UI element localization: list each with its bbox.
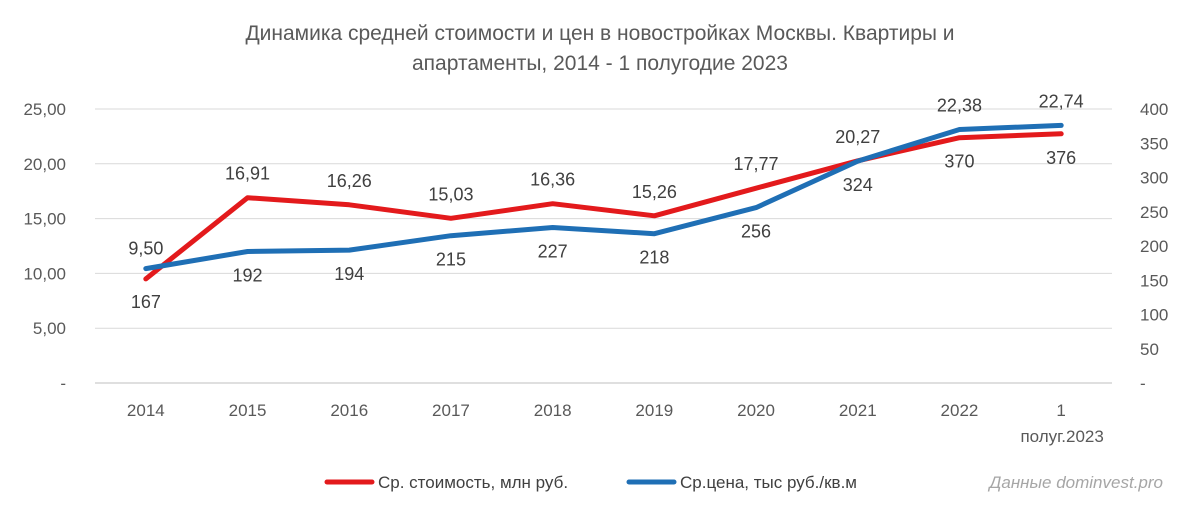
- chart-title: Динамика средней стоимости и цен в новос…: [245, 22, 954, 75]
- avg-cost-data-label: 16,26: [327, 171, 372, 191]
- avg-cost-data-label: 22,74: [1039, 91, 1084, 111]
- avg-cost-data-label: 17,77: [734, 154, 779, 174]
- x-tick-label: 2018: [534, 401, 572, 420]
- right-y-tick-label: 50: [1140, 340, 1159, 359]
- avg-cost-data-label: 16,91: [225, 164, 270, 184]
- right-y-tick-label: 350: [1140, 134, 1168, 153]
- avg-price-line: [143, 122, 1064, 272]
- right-y-tick-label: 300: [1140, 169, 1168, 188]
- avg-price-data-label: 215: [436, 250, 466, 270]
- left-y-tick-label: 15,00: [23, 210, 66, 229]
- avg-price-data-label: 194: [334, 264, 364, 284]
- avg-cost-data-label: 9,50: [128, 239, 163, 259]
- avg-cost-data-label: 16,36: [530, 170, 575, 190]
- right-y-axis: - 50 100 150 200 250 300 350 400: [1140, 100, 1168, 393]
- right-y-tick-label: -: [1140, 374, 1146, 393]
- right-y-tick-label: 100: [1140, 306, 1168, 325]
- avg-cost-data-label: 22,38: [937, 96, 982, 116]
- series-lines: [143, 122, 1064, 282]
- avg-cost-data-label: 15,26: [632, 182, 677, 202]
- avg-price-data-label: 256: [741, 222, 771, 242]
- right-y-tick-label: 400: [1140, 100, 1168, 119]
- right-y-tick-label: 150: [1140, 271, 1168, 290]
- x-axis: 2014 2015 2016 2017 2018 2019 2020 2021 2022 1 пол…: [127, 401, 1104, 446]
- x-tick-label: 2021: [839, 401, 877, 420]
- avg-price-data-label: 370: [944, 152, 974, 172]
- left-y-tick-label: 5,00: [33, 319, 66, 338]
- source-note: Данные dominvest.pro: [987, 473, 1163, 492]
- left-y-tick-label: 25,00: [23, 100, 66, 119]
- gridlines: [95, 108, 1112, 384]
- x-tick-label: 1: [1056, 401, 1065, 420]
- right-y-tick-label: 200: [1140, 237, 1168, 256]
- right-y-tick-label: 250: [1140, 203, 1168, 222]
- chart-title-line: Динамика средней стоимости и цен в новос…: [245, 22, 954, 45]
- x-tick-label: 2022: [941, 401, 979, 420]
- left-y-tick-label: 20,00: [23, 155, 66, 174]
- x-tick-label: 2019: [635, 401, 673, 420]
- avg-cost-line: [143, 131, 1064, 282]
- left-y-tick-label: -: [60, 374, 66, 393]
- x-tick-label: 2014: [127, 401, 165, 420]
- avg-price-data-label: 192: [233, 265, 263, 285]
- legend: Ср. стоимость, млн руб. Ср.цена, тыс руб.…: [324, 473, 857, 492]
- avg-price-data-label: 324: [843, 175, 873, 195]
- avg-cost-data-label: 20,27: [835, 127, 880, 147]
- avg-price-data-label: 218: [639, 248, 669, 268]
- x-tick-label: 2017: [432, 401, 470, 420]
- x-tick-label: 2015: [229, 401, 267, 420]
- x-tick-label: полуг.2023: [1020, 427, 1103, 446]
- avg-price-data-label: 167: [131, 292, 161, 312]
- avg-cost-data-label: 15,03: [428, 184, 473, 204]
- x-tick-label: 2016: [330, 401, 368, 420]
- x-tick-label: 2020: [737, 401, 775, 420]
- legend-label-avg-cost: Ср. стоимость, млн руб.: [378, 473, 568, 492]
- avg-price-data-label: 227: [538, 242, 568, 262]
- legend-label-avg-price: Ср.цена, тыс руб./кв.м: [680, 473, 857, 492]
- left-y-axis: - 5,00 10,00 15,00 20,00 25,00: [23, 100, 66, 393]
- avg-price-data-label: 376: [1046, 148, 1076, 168]
- data-labels: 9,50 167 16,91 192 16,26 194 15,03 215 16,36 227 1…: [128, 91, 1083, 311]
- left-y-tick-label: 10,00: [23, 264, 66, 283]
- chart-title-line: апартаменты, 2014 - 1 полугодие 2023: [412, 52, 788, 75]
